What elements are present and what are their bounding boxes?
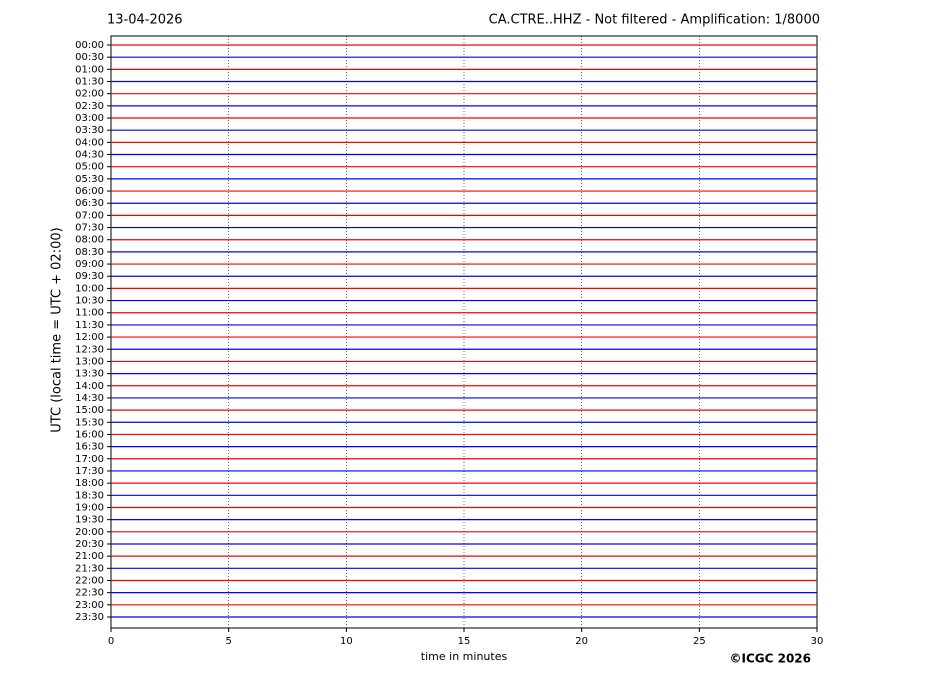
y-tick-label: 17:30 xyxy=(75,466,104,477)
y-tick-label: 20:30 xyxy=(75,539,104,550)
y-tick-label: 22:00 xyxy=(75,575,104,586)
y-tick-label: 00:30 xyxy=(75,52,104,63)
x-tick-label: 5 xyxy=(225,636,231,647)
y-tick-label: 08:30 xyxy=(75,247,104,258)
y-tick-label: 03:00 xyxy=(75,113,104,124)
y-tick-label: 15:00 xyxy=(75,405,104,416)
y-tick-label: 08:00 xyxy=(75,235,104,246)
y-tick-label: 09:30 xyxy=(75,271,104,282)
y-axis-label: UTC (local time = UTC + 02:00) xyxy=(50,227,65,432)
y-tick-label: 12:00 xyxy=(75,332,104,343)
credit: ©ICGC 2026 xyxy=(729,652,811,666)
x-axis-label: time in minutes xyxy=(421,650,508,663)
y-tick-label: 10:00 xyxy=(75,283,104,294)
y-tick-label: 11:00 xyxy=(75,308,104,319)
y-tick-label: 21:00 xyxy=(75,551,104,562)
y-tick-label: 10:30 xyxy=(75,296,104,307)
y-tick-label: 20:00 xyxy=(75,527,104,538)
y-tick-label: 09:00 xyxy=(75,259,104,270)
y-tick-label: 16:00 xyxy=(75,429,104,440)
y-tick-label: 16:30 xyxy=(75,442,104,453)
y-tick-label: 06:00 xyxy=(75,186,104,197)
x-tick-label: 10 xyxy=(340,636,353,647)
y-tick-label: 23:30 xyxy=(75,612,104,623)
y-tick-label: 04:00 xyxy=(75,137,104,148)
y-tick-label: 12:30 xyxy=(75,344,104,355)
y-tick-label: 06:30 xyxy=(75,198,104,209)
y-tick-label: 22:30 xyxy=(75,588,104,599)
x-tick-label: 25 xyxy=(693,636,706,647)
y-tick-label: 18:30 xyxy=(75,490,104,501)
x-tick-label: 15 xyxy=(458,636,471,647)
y-tick-label: 21:30 xyxy=(75,563,104,574)
y-tick-label: 07:30 xyxy=(75,223,104,234)
y-tick-label: 13:00 xyxy=(75,356,104,367)
y-tick-label: 19:00 xyxy=(75,502,104,513)
y-tick-label: 19:30 xyxy=(75,515,104,526)
y-tick-label: 00:00 xyxy=(75,40,104,51)
x-tick-label: 0 xyxy=(108,636,114,647)
y-tick-label: 04:30 xyxy=(75,150,104,161)
plot-frame xyxy=(110,35,818,629)
y-tick-label: 15:30 xyxy=(75,417,104,428)
y-tick-label: 14:30 xyxy=(75,393,104,404)
y-tick-label: 03:30 xyxy=(75,125,104,136)
y-tick-label: 13:30 xyxy=(75,369,104,380)
y-tick-label: 23:00 xyxy=(75,600,104,611)
y-tick-label: 18:00 xyxy=(75,478,104,489)
date-title: 13-04-2026 xyxy=(107,13,183,28)
y-tick-label: 01:30 xyxy=(75,77,104,88)
chart-title: CA.CTRE..HHZ - Not filtered - Amplificat… xyxy=(489,13,820,28)
x-tick-label: 30 xyxy=(811,636,824,647)
y-tick-label: 05:00 xyxy=(75,162,104,173)
y-tick-label: 01:00 xyxy=(75,64,104,75)
y-tick-label: 07:00 xyxy=(75,210,104,221)
y-tick-label: 02:00 xyxy=(75,89,104,100)
y-tick-label: 17:00 xyxy=(75,454,104,465)
y-tick-label: 02:30 xyxy=(75,101,104,112)
y-tick-label: 11:30 xyxy=(75,320,104,331)
y-tick-label: 14:00 xyxy=(75,381,104,392)
y-tick-label: 05:30 xyxy=(75,174,104,185)
x-tick-label: 20 xyxy=(575,636,588,647)
